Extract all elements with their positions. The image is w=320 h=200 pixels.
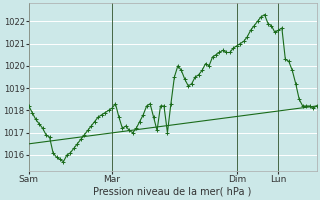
X-axis label: Pression niveau de la mer( hPa ): Pression niveau de la mer( hPa ) (93, 187, 252, 197)
